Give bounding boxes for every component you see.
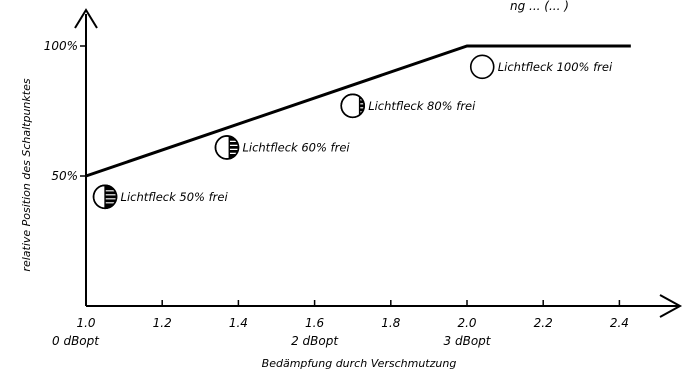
light-spot-label: Lichtfleck 100% frei bbox=[498, 60, 613, 74]
light-spot-marker: Lichtfleck 100% frei bbox=[469, 54, 613, 80]
light-spot-covered-part bbox=[359, 94, 364, 117]
light-spot-covered-part bbox=[229, 136, 238, 159]
light-spot-outline bbox=[214, 135, 240, 160]
x-tick-label: 2.4 bbox=[610, 316, 629, 330]
light-spot-marker: Lichtfleck 60% frei bbox=[214, 135, 350, 160]
x-tick-label: 2.2 bbox=[534, 316, 553, 330]
x-tick-label: 1.8 bbox=[381, 316, 400, 330]
annotation-layer: Lichtfleck 50% frei Lichtfleck 60% frei Li… bbox=[92, 54, 613, 210]
light-spot-marker: Lichtfleck 80% frei bbox=[340, 93, 476, 119]
x-tick-label: 1.6 bbox=[305, 316, 324, 330]
x-secondary-label: 2 dBopt bbox=[291, 334, 339, 348]
light-spot-label: Lichtfleck 80% frei bbox=[368, 99, 476, 113]
x-secondary-label: 3 dBopt bbox=[444, 334, 492, 348]
light-spot-outline bbox=[340, 93, 366, 119]
light-spot-covered-part bbox=[105, 185, 116, 208]
x-tick-label: 1.0 bbox=[76, 316, 95, 330]
light-spot-circle bbox=[469, 54, 495, 80]
x-tick-label: 1.4 bbox=[229, 316, 248, 330]
y-axis-arrowhead bbox=[74, 8, 98, 29]
series-layer bbox=[85, 44, 631, 178]
top-right-caption: ng ... (... ) bbox=[510, 0, 569, 13]
x-secondary-label: 0 dBopt bbox=[52, 334, 100, 348]
y-tick-label: 50% bbox=[51, 169, 78, 183]
x-ticks: 1.0 1.2 1.4 1.6 1.8 2.0 2.2 2.4 bbox=[76, 300, 629, 330]
x-tick-label: 2.0 bbox=[457, 316, 476, 330]
x-axis-title: Bedämpfung durch Verschmutzung bbox=[262, 357, 457, 370]
x-secondary-labels: 0 dBopt 2 dBopt 3 dBopt bbox=[52, 334, 492, 348]
y-ticks: 50% 100% bbox=[44, 39, 86, 183]
light-spot-label: Lichtfleck 60% frei bbox=[242, 140, 350, 154]
series-line bbox=[85, 44, 631, 178]
x-tick-label: 1.2 bbox=[153, 316, 172, 330]
y-tick-label: 100% bbox=[44, 39, 78, 53]
light-spot-marker: Lichtfleck 50% frei bbox=[92, 184, 229, 210]
light-spot-label: Lichtfleck 50% frei bbox=[121, 190, 229, 204]
x-axis-arrowhead bbox=[659, 294, 683, 318]
axes bbox=[74, 8, 683, 318]
light-spot-outline bbox=[92, 184, 118, 210]
y-axis-title: relative Position des Schaltpunktes bbox=[20, 78, 33, 271]
